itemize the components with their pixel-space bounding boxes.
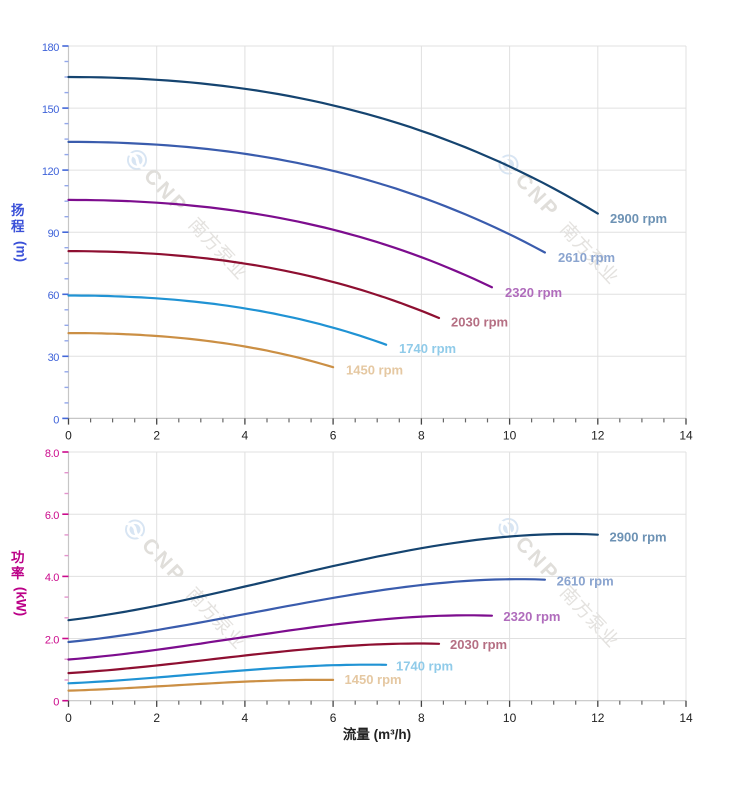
svg-text:2900 rpm: 2900 rpm: [610, 529, 667, 544]
svg-text:2.0: 2.0: [45, 634, 59, 646]
svg-text:4: 4: [242, 429, 249, 443]
svg-text:2610 rpm: 2610 rpm: [558, 250, 615, 265]
svg-text:14: 14: [679, 711, 693, 725]
svg-text:2: 2: [153, 429, 160, 443]
svg-text:2320 rpm: 2320 rpm: [505, 285, 562, 300]
svg-text:2610 rpm: 2610 rpm: [557, 574, 614, 589]
svg-text:6.0: 6.0: [45, 510, 59, 522]
svg-text:程: 程: [11, 219, 25, 234]
svg-text:0: 0: [53, 697, 59, 709]
svg-text:1740 rpm: 1740 rpm: [396, 658, 453, 673]
svg-text:0: 0: [53, 414, 59, 426]
svg-text:90: 90: [48, 228, 60, 240]
svg-text:4.0: 4.0: [45, 572, 59, 584]
svg-text:30: 30: [48, 352, 60, 364]
svg-text:流量 (m³/h): 流量 (m³/h): [343, 726, 411, 742]
svg-text:率: 率: [11, 565, 25, 581]
svg-text:6: 6: [330, 429, 337, 443]
svg-text:8: 8: [418, 711, 425, 725]
svg-text:12: 12: [591, 711, 605, 725]
svg-text:0: 0: [65, 429, 72, 443]
svg-text:8: 8: [418, 429, 425, 443]
svg-text:2900 rpm: 2900 rpm: [610, 211, 667, 226]
svg-text:150: 150: [42, 104, 59, 116]
svg-text:120: 120: [42, 166, 59, 178]
svg-text:1740 rpm: 1740 rpm: [399, 341, 456, 356]
svg-text:10: 10: [503, 429, 517, 443]
svg-text:12: 12: [591, 429, 605, 443]
svg-text:8.0: 8.0: [45, 448, 59, 460]
svg-text:2030 rpm: 2030 rpm: [450, 637, 507, 652]
svg-text:(kW): (kW): [14, 587, 29, 616]
svg-text:0: 0: [65, 711, 72, 725]
svg-text:2320 rpm: 2320 rpm: [503, 609, 560, 624]
svg-text:1450 rpm: 1450 rpm: [346, 363, 403, 378]
svg-text:扬: 扬: [11, 202, 25, 218]
svg-text:(m): (m): [14, 241, 29, 262]
svg-text:60: 60: [48, 290, 60, 302]
svg-text:功: 功: [11, 550, 25, 565]
svg-text:4: 4: [242, 711, 249, 725]
svg-text:6: 6: [330, 711, 337, 725]
svg-text:10: 10: [503, 711, 517, 725]
svg-text:14: 14: [679, 429, 693, 443]
svg-text:2: 2: [153, 711, 160, 725]
svg-text:1450 rpm: 1450 rpm: [345, 672, 402, 687]
svg-text:180: 180: [42, 42, 59, 54]
svg-text:2030 rpm: 2030 rpm: [451, 314, 508, 329]
